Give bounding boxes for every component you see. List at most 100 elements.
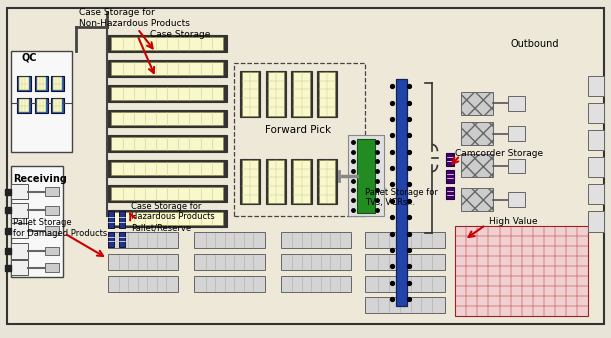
- Bar: [19, 99, 29, 112]
- Bar: [108, 135, 227, 152]
- Bar: [53, 99, 62, 112]
- Bar: [461, 122, 493, 145]
- Bar: [446, 187, 454, 199]
- Bar: [111, 87, 223, 100]
- Bar: [588, 211, 604, 232]
- Bar: [234, 63, 365, 216]
- Bar: [508, 159, 525, 173]
- Bar: [281, 232, 351, 248]
- Bar: [45, 187, 59, 196]
- Bar: [319, 160, 335, 203]
- Bar: [365, 276, 445, 292]
- Bar: [281, 254, 351, 270]
- Bar: [111, 162, 223, 175]
- Text: Forward Pick: Forward Pick: [265, 125, 331, 135]
- Bar: [11, 223, 28, 238]
- Bar: [108, 85, 227, 102]
- Bar: [108, 160, 227, 177]
- Bar: [19, 77, 29, 90]
- Bar: [240, 71, 260, 117]
- Bar: [357, 139, 375, 213]
- Bar: [37, 99, 46, 112]
- Bar: [319, 72, 335, 116]
- Bar: [365, 254, 445, 270]
- Bar: [108, 211, 114, 228]
- Bar: [45, 226, 59, 235]
- Bar: [17, 98, 31, 113]
- Bar: [348, 135, 384, 216]
- Bar: [461, 92, 493, 115]
- Bar: [108, 276, 178, 292]
- Bar: [194, 232, 265, 248]
- Bar: [293, 160, 310, 203]
- Bar: [508, 96, 525, 111]
- Bar: [194, 254, 265, 270]
- Bar: [108, 254, 178, 270]
- Bar: [37, 77, 46, 90]
- Bar: [51, 76, 64, 91]
- Bar: [11, 166, 63, 277]
- Bar: [317, 159, 337, 204]
- Bar: [266, 71, 286, 117]
- Bar: [240, 159, 260, 204]
- Bar: [108, 60, 227, 77]
- Bar: [281, 276, 351, 292]
- Text: Camcorder Storage: Camcorder Storage: [455, 149, 543, 158]
- Bar: [588, 157, 604, 177]
- Bar: [365, 297, 445, 313]
- Bar: [508, 192, 525, 207]
- Bar: [588, 130, 604, 150]
- Bar: [11, 203, 28, 218]
- Bar: [111, 112, 223, 125]
- Bar: [53, 77, 62, 90]
- Bar: [461, 154, 493, 177]
- Text: Case Storage for
Hazardous Products: Case Storage for Hazardous Products: [131, 201, 215, 221]
- Bar: [51, 98, 64, 113]
- Text: Pallet/Reserve: Pallet/Reserve: [131, 224, 191, 233]
- Bar: [111, 212, 223, 225]
- Bar: [108, 232, 178, 248]
- Text: Case Storage: Case Storage: [150, 30, 210, 40]
- Bar: [291, 159, 312, 204]
- Text: Receiving: Receiving: [13, 174, 67, 184]
- Bar: [291, 71, 312, 117]
- Bar: [45, 206, 59, 215]
- Bar: [242, 72, 258, 116]
- Bar: [119, 232, 125, 247]
- Text: Outbound: Outbound: [510, 39, 559, 49]
- Bar: [108, 232, 114, 247]
- Bar: [446, 153, 454, 166]
- Bar: [111, 187, 223, 200]
- Bar: [17, 76, 31, 91]
- Bar: [365, 232, 445, 248]
- Bar: [317, 71, 337, 117]
- Bar: [293, 72, 310, 116]
- Bar: [588, 103, 604, 123]
- Bar: [111, 37, 223, 50]
- Text: Pallet Storage for
TVs, VCRs...: Pallet Storage for TVs, VCRs...: [365, 188, 438, 208]
- Bar: [446, 170, 454, 183]
- Bar: [35, 76, 48, 91]
- Bar: [266, 159, 286, 204]
- Bar: [108, 210, 227, 227]
- Bar: [11, 260, 28, 275]
- Bar: [461, 188, 493, 211]
- Bar: [11, 243, 28, 259]
- Bar: [508, 126, 525, 141]
- Bar: [268, 72, 284, 116]
- Bar: [35, 98, 48, 113]
- Text: High Value: High Value: [489, 217, 538, 226]
- Text: Pallet Storage
for Damaged Products: Pallet Storage for Damaged Products: [13, 218, 108, 238]
- Bar: [111, 137, 223, 150]
- Text: QC: QC: [22, 52, 37, 63]
- Bar: [11, 51, 72, 152]
- Bar: [45, 247, 59, 256]
- Bar: [268, 160, 284, 203]
- Bar: [108, 110, 227, 127]
- Bar: [588, 184, 604, 204]
- Bar: [588, 76, 604, 96]
- Bar: [455, 226, 588, 316]
- Bar: [108, 35, 227, 52]
- Bar: [119, 211, 125, 228]
- Bar: [11, 184, 28, 199]
